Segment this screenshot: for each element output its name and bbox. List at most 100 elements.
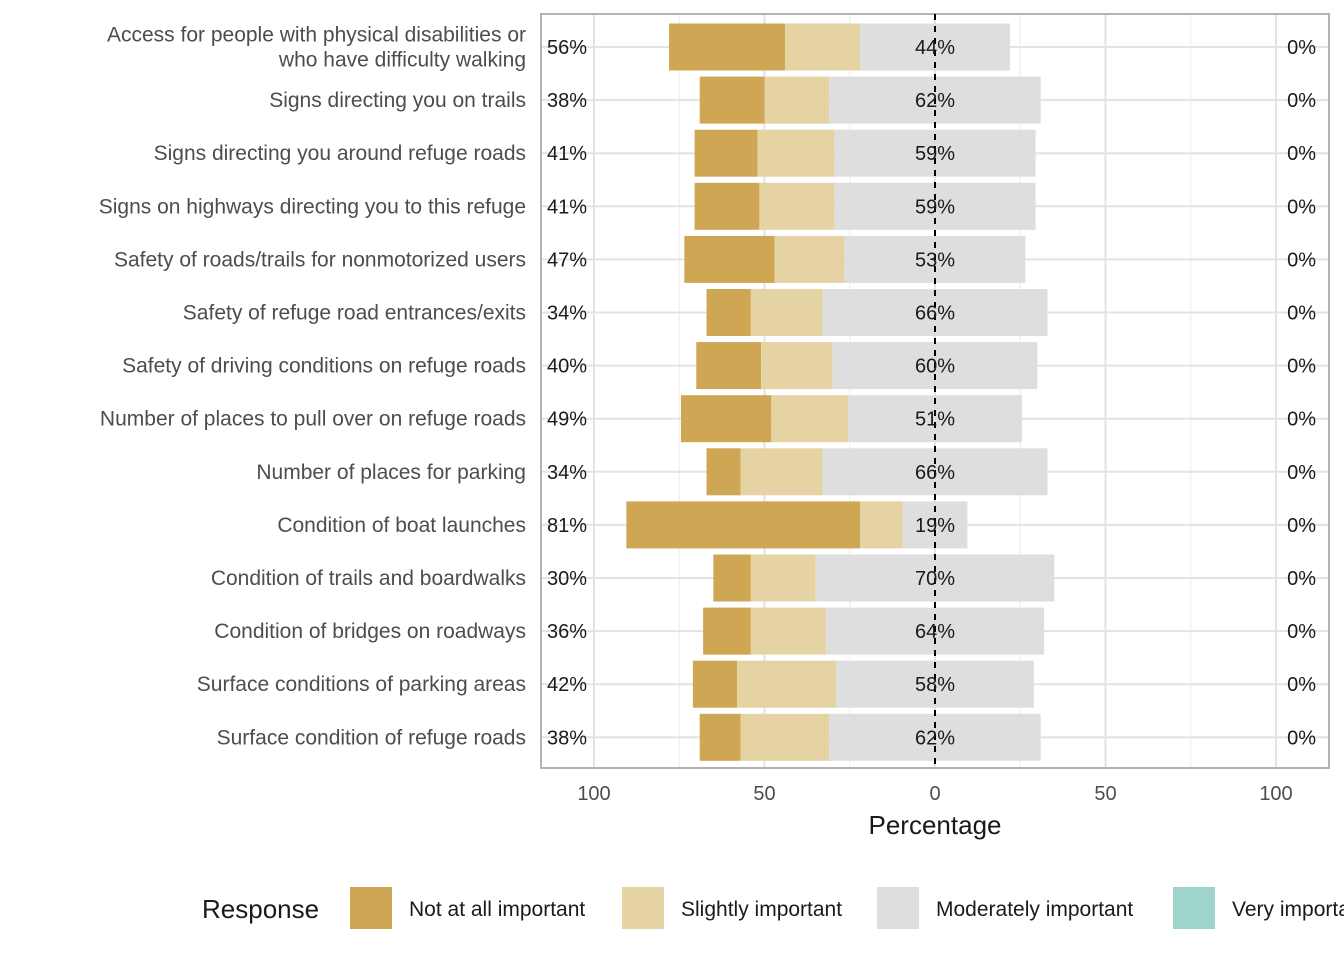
right-percent-label: 0% xyxy=(1287,249,1316,271)
category-label: Signs directing you on trails xyxy=(269,89,526,112)
center-percent-label: 62% xyxy=(915,727,955,749)
bars-layer xyxy=(626,14,1055,768)
right-percent-label: 0% xyxy=(1287,356,1316,378)
legend-key xyxy=(1173,887,1215,929)
right-percent-label: 0% xyxy=(1287,90,1316,112)
bar-segment-slightly xyxy=(771,395,849,443)
bar-segment-not-at-all xyxy=(680,395,772,443)
category-label: Safety of refuge road entrances/exits xyxy=(183,302,526,325)
bar-segment-slightly xyxy=(859,501,903,549)
legend-key xyxy=(350,887,392,929)
center-percent-label: 66% xyxy=(915,303,955,325)
center-percent-label: 58% xyxy=(915,674,955,696)
legend-title: Response xyxy=(202,894,319,924)
bar-segment-slightly xyxy=(740,448,823,496)
bar-segment-not-at-all xyxy=(706,448,741,496)
center-percent-label: 66% xyxy=(915,462,955,484)
left-percent-label: 49% xyxy=(547,409,587,431)
left-percent-label: 30% xyxy=(547,568,587,590)
bar-segment-not-at-all xyxy=(706,289,751,336)
left-percent-label: 40% xyxy=(547,356,587,378)
bar-segment-slightly xyxy=(764,76,830,124)
bar-segment-slightly xyxy=(737,660,837,708)
bar-segment-slightly xyxy=(774,235,845,283)
legend-key xyxy=(877,887,919,929)
right-percent-label: 0% xyxy=(1287,303,1316,325)
legend-label: Slightly important xyxy=(681,898,842,921)
right-percent-label: 0% xyxy=(1287,568,1316,590)
left-percent-label: 41% xyxy=(547,143,587,165)
center-percent-label: 51% xyxy=(915,409,955,431)
center-percent-label: 53% xyxy=(915,249,955,271)
legend-label: Very important xyxy=(1232,898,1344,921)
bar-segment-not-at-all xyxy=(669,23,785,71)
bar-segment-slightly xyxy=(750,289,823,336)
bar-segment-not-at-all xyxy=(699,713,741,761)
left-percent-label: 34% xyxy=(547,303,587,325)
legend: Response Not at all important Slightly im… xyxy=(202,887,1344,929)
left-percent-label: 34% xyxy=(547,462,587,484)
right-percent-label: 0% xyxy=(1287,196,1316,218)
category-label: Access for people with physical disabili… xyxy=(107,24,526,72)
category-label: Surface condition of refuge roads xyxy=(217,726,526,749)
center-percent-label: 44% xyxy=(915,37,955,59)
legend-label: Moderately important xyxy=(936,898,1133,921)
right-percent-label: 0% xyxy=(1287,621,1316,643)
category-label: Number of places for parking xyxy=(256,461,526,484)
legend-key xyxy=(622,887,664,929)
center-percent-label: 62% xyxy=(915,90,955,112)
bar-segment-slightly xyxy=(784,23,860,71)
center-percent-label: 59% xyxy=(915,196,955,218)
category-label: Condition of boat launches xyxy=(277,514,526,537)
bar-segment-slightly xyxy=(761,342,833,390)
bar-segment-not-at-all xyxy=(694,129,758,177)
category-label: Signs directing you around refuge roads xyxy=(154,142,526,165)
category-label: Surface conditions of parking areas xyxy=(197,673,526,696)
x-tick-label: 50 xyxy=(1094,783,1116,805)
category-label: Safety of roads/trails for nonmotorized … xyxy=(114,248,526,271)
category-label: Condition of bridges on roadways xyxy=(214,620,526,643)
bar-segment-not-at-all xyxy=(696,342,762,390)
bar-segment-not-at-all xyxy=(713,554,751,602)
left-percent-label: 42% xyxy=(547,674,587,696)
right-percent-label: 0% xyxy=(1287,462,1316,484)
bar-segment-not-at-all xyxy=(694,182,760,230)
right-percent-label: 0% xyxy=(1287,37,1316,59)
category-label: Number of places to pull over on refuge … xyxy=(100,408,526,431)
center-percent-label: 59% xyxy=(915,143,955,165)
right-percent-label: 0% xyxy=(1287,143,1316,165)
left-percent-label: 41% xyxy=(547,196,587,218)
bar-segment-slightly xyxy=(750,554,816,602)
bar-segment-not-at-all xyxy=(699,76,765,124)
left-percent-label: 38% xyxy=(547,90,587,112)
right-percent-label: 0% xyxy=(1287,727,1316,749)
right-percent-label: 0% xyxy=(1287,674,1316,696)
left-percent-label: 36% xyxy=(547,621,587,643)
x-axis-title: Percentage xyxy=(869,810,1002,840)
center-percent-label: 70% xyxy=(915,568,955,590)
bar-segment-not-at-all xyxy=(684,235,775,283)
category-label: Signs on highways directing you to this … xyxy=(99,195,526,218)
right-percent-label: 0% xyxy=(1287,515,1316,537)
x-tick-label: 50 xyxy=(753,783,775,805)
left-percent-label: 81% xyxy=(547,515,587,537)
bar-segment-slightly xyxy=(750,607,826,655)
left-percent-label: 47% xyxy=(547,249,587,271)
bar-segment-slightly xyxy=(740,713,830,761)
right-percent-label: 0% xyxy=(1287,409,1316,431)
x-tick-label: 0 xyxy=(929,783,940,805)
bar-segment-slightly xyxy=(759,182,835,230)
left-percent-label: 38% xyxy=(547,727,587,749)
bar-segment-slightly xyxy=(757,129,835,177)
category-label: Condition of trails and boardwalks xyxy=(211,567,526,590)
center-percent-label: 19% xyxy=(915,515,955,537)
bar-segment-not-at-all xyxy=(692,660,738,708)
category-label: Safety of driving conditions on refuge r… xyxy=(122,355,526,378)
x-tick-label: 100 xyxy=(577,783,610,805)
center-percent-label: 60% xyxy=(915,356,955,378)
x-tick-label: 100 xyxy=(1259,783,1292,805)
center-percent-label: 64% xyxy=(915,621,955,643)
legend-label: Not at all important xyxy=(409,898,585,921)
bar-segment-not-at-all xyxy=(703,607,751,655)
